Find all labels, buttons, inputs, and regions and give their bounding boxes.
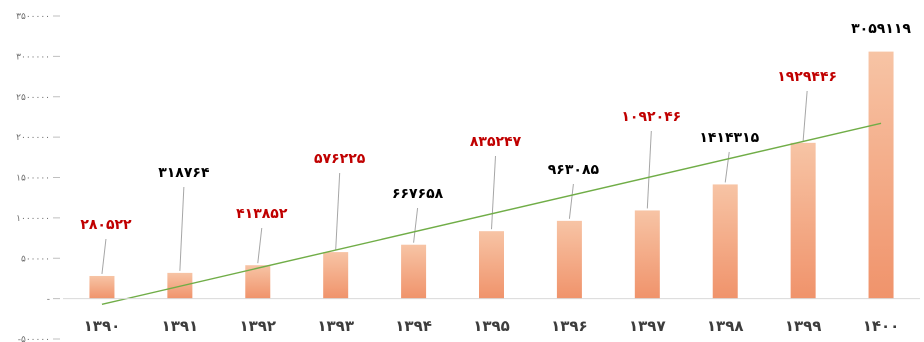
data-label: ۸۳۵۲۴۷ xyxy=(470,134,522,150)
bar xyxy=(479,231,504,299)
y-tick-label: ۳۵۰۰۰۰۰ xyxy=(16,12,50,22)
y-tick-label: ۱۰۰۰۰۰۰ xyxy=(16,214,50,224)
y-tick-label: ۱۵۰۰۰۰۰ xyxy=(16,174,50,184)
bar xyxy=(401,244,427,299)
leader-line xyxy=(335,172,341,251)
x-tick-label: ۱۳۹۵ xyxy=(473,317,510,335)
x-tick-label: ۱۳۹۰ xyxy=(84,317,121,335)
leader-line xyxy=(179,186,185,271)
y-tick-label: ۲۰۰۰۰۰۰ xyxy=(16,133,50,143)
bar xyxy=(89,275,115,299)
y-tick-label: ۳۰۰۰۰۰۰ xyxy=(16,52,50,62)
leader-line xyxy=(101,238,107,275)
y-axis: -۵۰۰۰۰۰-۵۰۰۰۰۰۱۰۰۰۰۰۰۱۵۰۰۰۰۰۲۰۰۰۰۰۰۲۵۰۰۰… xyxy=(16,12,60,342)
data-label: ۱۹۲۹۴۴۶ xyxy=(777,69,837,85)
y-tick-label: -۵۰۰۰۰۰ xyxy=(18,335,50,342)
data-labels: ۲۸۰۵۲۲ ۳۱۸۷۶۴ ۴۱۳۸۵۲ ۵۷۶۲۲۵ ۶۶۷۶۵۸ ۸۳۵۲۴۷ ۹۶۳۰… xyxy=(80,21,911,233)
leader-line xyxy=(646,130,652,209)
data-label: ۴۱۳۸۵۲ xyxy=(236,206,288,222)
x-tick-label: ۱۳۹۸ xyxy=(707,317,744,335)
data-label: ۲۸۰۵۲۲ xyxy=(80,217,132,233)
leader-line xyxy=(724,151,730,183)
data-label: ۱۴۱۴۳۱۵ xyxy=(699,130,759,146)
data-label: ۵۷۶۲۲۵ xyxy=(314,151,366,167)
trendline xyxy=(101,122,882,306)
data-label: ۶۶۷۶۵۸ xyxy=(392,186,444,202)
bar xyxy=(634,210,660,299)
bars xyxy=(89,51,894,299)
x-tick-label: ۱۳۹۴ xyxy=(395,317,432,335)
bar xyxy=(556,220,582,299)
x-tick-label: ۱۳۹۳ xyxy=(317,317,354,335)
leader-line xyxy=(491,155,496,230)
leader-line xyxy=(257,227,263,264)
x-tick-label: ۱۳۹۷ xyxy=(629,317,666,335)
leader-line xyxy=(802,90,808,141)
leader-line xyxy=(413,207,419,243)
y-tick-label: - xyxy=(47,295,50,305)
trendline-group xyxy=(101,122,882,306)
data-label: ۳۱۸۷۶۴ xyxy=(158,165,210,181)
data-label: ۳۰۵۹۱۱۹ xyxy=(851,21,911,37)
y-tick-label: ۲۵۰۰۰۰۰ xyxy=(16,93,50,103)
label-leader-lines xyxy=(101,90,808,275)
data-label: ۹۶۳۰۸۵ xyxy=(548,162,600,178)
data-label: ۱۰۹۲۰۴۶ xyxy=(621,109,681,125)
x-tick-label: ۱۳۹۱ xyxy=(162,317,199,335)
x-tick-label: ۱۳۹۲ xyxy=(239,317,276,335)
bar xyxy=(790,142,816,299)
x-tick-label: ۱۴۰۰ xyxy=(863,317,900,335)
bar xyxy=(323,252,349,299)
x-axis: ۱۳۹۰ ۱۳۹۱ ۱۳۹۲ ۱۳۹۳ ۱۳۹۴ ۱۳۹۵ ۱۳۹۶ ۱۳۹۷ ۱۳۹۸ ۱۳۹۹… xyxy=(63,298,920,335)
leader-line xyxy=(568,183,574,219)
x-tick-label: ۱۳۹۶ xyxy=(551,317,588,335)
x-tick-label: ۱۳۹۹ xyxy=(785,317,822,335)
bar xyxy=(712,184,738,299)
y-tick-label: ۵۰۰۰۰۰ xyxy=(21,254,50,264)
bar xyxy=(868,51,894,299)
